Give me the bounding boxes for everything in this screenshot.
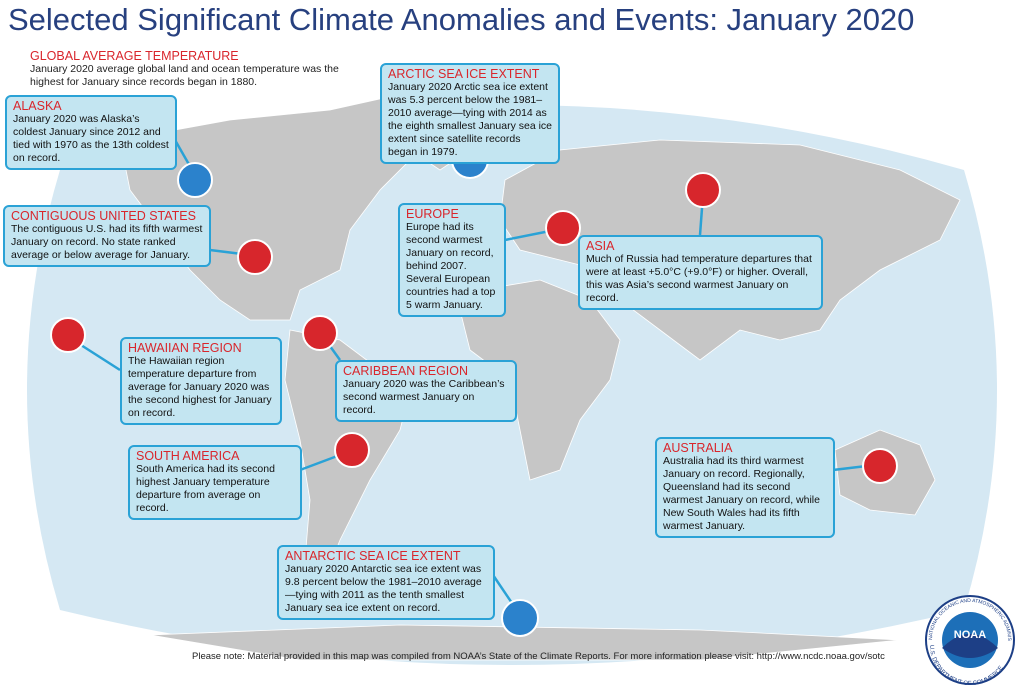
global-text: January 2020 average global land and oce… — [30, 63, 339, 88]
callout-box: ASIA Much of Russia had temperature depar… — [578, 235, 823, 310]
callout-text: Europe had its second warmest January on… — [406, 221, 496, 311]
callout-title: ALASKA — [13, 99, 62, 113]
global-note: GLOBAL AVERAGE TEMPERATURE January 2020 … — [30, 50, 350, 89]
callout-title: SOUTH AMERICA — [136, 449, 240, 463]
callout-box: SOUTH AMERICA South America had its secon… — [128, 445, 302, 520]
event-icons — [50, 141, 898, 637]
page-title: Selected Significant Climate Anomalies a… — [8, 2, 915, 37]
callout-title: CONTIGUOUS UNITED STATES — [11, 209, 196, 223]
callout-text: South America had its second highest Jan… — [136, 463, 275, 514]
callout-title: AUSTRALIA — [663, 441, 733, 455]
callout-title: HAWAIIAN REGION — [128, 341, 242, 355]
callout-title: EUROPE — [406, 207, 459, 221]
footer-note: Please note: Material provided in this m… — [192, 651, 885, 662]
global-title: GLOBAL AVERAGE TEMPERATURE — [30, 49, 239, 63]
callout-text: January 2020 was the Caribbean’s second … — [343, 378, 505, 416]
callout-box: HAWAIIAN REGION The Hawaiian region tempe… — [120, 337, 282, 425]
callout-box: CARIBBEAN REGION January 2020 was the Car… — [335, 360, 517, 422]
callout-text: Australia had its third warmest January … — [663, 455, 820, 532]
callout-title: ARCTIC SEA ICE EXTENT — [388, 67, 540, 81]
callout-box: EUROPE Europe had its second warmest Janu… — [398, 203, 506, 317]
callout-box: ANTARCTIC SEA ICE EXTENT January 2020 Ant… — [277, 545, 495, 620]
callout-text: January 2020 Arctic sea ice extent was 5… — [388, 81, 553, 158]
callout-box: AUSTRALIA Australia had its third warmest… — [655, 437, 835, 538]
callout-title: ASIA — [586, 239, 615, 253]
logo-name: NOAA — [954, 629, 986, 641]
callout-text: The contiguous U.S. had its fifth warmes… — [11, 223, 203, 261]
callout-box: ARCTIC SEA ICE EXTENT January 2020 Arctic… — [380, 63, 560, 164]
callout-text: January 2020 was Alaska’s coldest Januar… — [13, 113, 169, 164]
callout-title: ANTARCTIC SEA ICE EXTENT — [285, 549, 461, 563]
callout-text: The Hawaiian region temperature departur… — [128, 355, 272, 419]
callout-box: ALASKA January 2020 was Alaska’s coldest … — [5, 95, 177, 170]
callout-box: CONTIGUOUS UNITED STATES The contiguous U… — [3, 205, 211, 267]
callout-text: Much of Russia had temperature departure… — [586, 253, 812, 304]
callout-text: January 2020 Antarctic sea ice extent wa… — [285, 563, 482, 614]
callout-title: CARIBBEAN REGION — [343, 364, 469, 378]
